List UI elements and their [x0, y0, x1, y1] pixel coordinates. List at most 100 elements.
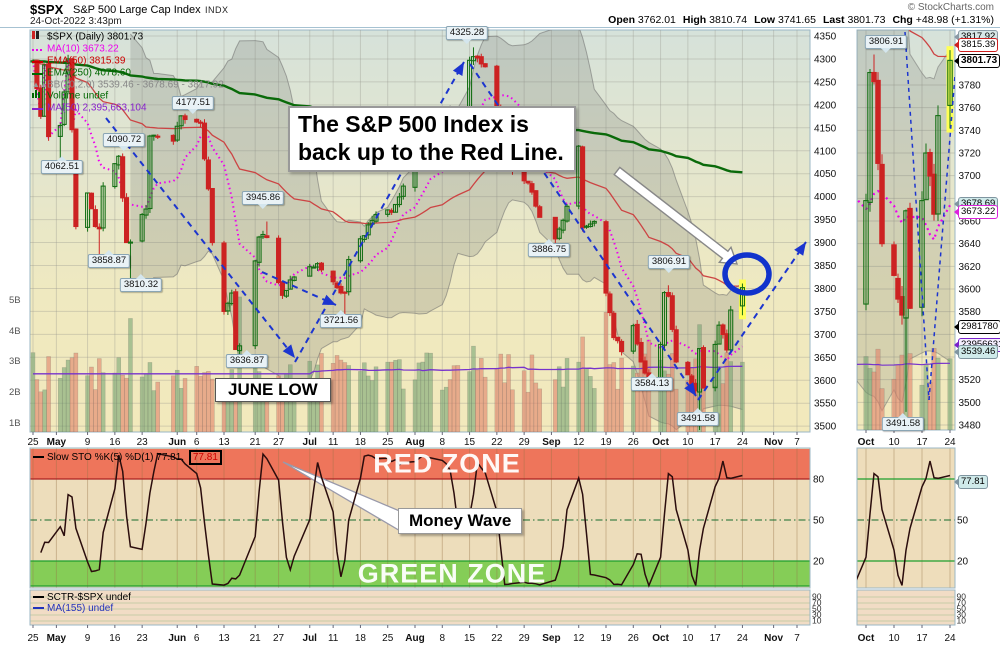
- axis-tick: 10: [888, 437, 900, 448]
- axis-tick: 17: [916, 633, 928, 644]
- axis-tick: 3720: [959, 149, 982, 160]
- copyright: © StockCharts.com: [907, 2, 994, 13]
- chart-datetime: 24-Oct-2022 3:43pm: [30, 16, 122, 27]
- axis-tick: Aug: [405, 437, 424, 448]
- axis-tick: 4300: [814, 54, 837, 65]
- axis-tick: 29: [519, 437, 531, 448]
- green-zone-label: GREEN ZONE: [357, 558, 547, 589]
- price-callout-3491.58: 3491.58: [881, 413, 925, 431]
- sctr-legend-label: MA(155) undef: [47, 603, 114, 614]
- axis-tick: 3740: [959, 126, 982, 137]
- axis-tick: 1B: [9, 418, 21, 429]
- axis-tick: 11: [328, 633, 339, 644]
- axis-tick: 18: [355, 633, 367, 644]
- axis-tick: 4000: [814, 192, 837, 203]
- legend-item: MA(50) 2,395,663,104: [32, 102, 224, 114]
- sto-value-box: 77.81: [188, 450, 222, 465]
- axis-tick: 24: [944, 633, 956, 644]
- axis-tick: 90: [812, 592, 822, 602]
- legend-item: Volume undef: [32, 90, 224, 102]
- quote-label-last: Last: [822, 14, 845, 26]
- edge-label-2981780: 2981780: [954, 320, 1000, 334]
- price-callout-3858.87: 3858.87: [87, 250, 131, 268]
- axis-tick: 70: [957, 598, 967, 608]
- label-pointer-icon: [950, 33, 959, 41]
- axis-tick: 6: [194, 437, 200, 448]
- axis-tick: Oct: [652, 437, 669, 448]
- axis-tick: 15: [464, 437, 476, 448]
- axis-tick: Jun: [168, 633, 186, 644]
- quote-label-chg: Chg: [892, 14, 913, 26]
- money-wave-label: Money Wave: [398, 508, 523, 534]
- axis-tick: Oct: [652, 633, 669, 644]
- axis-tick: 10: [682, 633, 694, 644]
- sto-legend-label: Slow STO %K(5) %D(1) 77.81,: [47, 452, 185, 463]
- axis-tick: 17: [916, 437, 928, 448]
- legend-item: EMA(50) 3815.39: [32, 55, 224, 67]
- candle-icon: [32, 31, 45, 43]
- legend-item-label: EMA(50) 3815.39: [47, 55, 126, 67]
- price-callout-3491.58: 3491.58: [676, 408, 720, 426]
- axis-tick: Jun: [168, 437, 186, 448]
- annotation-text-box: The S&P 500 Index is back up to the Red …: [288, 106, 576, 172]
- axis-tick: 5B: [9, 295, 21, 306]
- axis-tick: 3500: [814, 422, 837, 433]
- axis-tick: 16: [109, 633, 121, 644]
- legend-item-label: EMA(250) 4078.60: [47, 67, 131, 79]
- axis-tick: 23: [137, 633, 149, 644]
- quote-label-open: Open: [608, 14, 636, 26]
- price-callout-3886.75: 3886.75: [527, 239, 571, 257]
- axis-tick: 15: [464, 633, 476, 644]
- axis-tick: 27: [273, 437, 285, 448]
- legend-item-label: BB(20,2.0) 3539.46 - 3678.69 - 3817.92: [47, 78, 224, 90]
- axis-tick: 70: [812, 598, 822, 608]
- quote-value-chg: +48.98 (+1.31%): [912, 14, 994, 26]
- legend-item-label: $SPX (Daily) 3801.73: [47, 31, 144, 43]
- axis-tick: 21: [250, 437, 262, 448]
- quote-value-low: 3741.65: [775, 14, 816, 26]
- axis-tick: 50: [957, 604, 967, 614]
- axis-tick: 2B: [9, 387, 21, 398]
- price-callout-4090.72: 4090.72: [102, 133, 146, 151]
- price-callout-3721.56: 3721.56: [319, 310, 363, 328]
- axis-tick: 24: [944, 437, 956, 448]
- price-callout-3806.91: 3806.91: [647, 255, 691, 273]
- axis-tick: 16: [109, 437, 121, 448]
- axis-tick: Nov: [764, 633, 783, 644]
- axis-tick: 3750: [814, 307, 837, 318]
- axis-tick: 8: [440, 633, 446, 644]
- axis-tick: 10: [888, 633, 900, 644]
- edge-label-3673.22: 3673.22: [954, 205, 999, 219]
- price-callout-3945.86: 3945.86: [241, 191, 285, 209]
- axis-tick: 50: [957, 516, 969, 527]
- axis-tick: 10: [957, 616, 967, 626]
- axis-tick: 3800: [814, 284, 837, 295]
- annotation-line-2: back up to the Red Line.: [298, 139, 564, 165]
- legend-item: $SPX (Daily) 3801.73: [32, 31, 224, 43]
- quote-label-low: Low: [754, 14, 776, 26]
- axis-tick: 23: [137, 437, 149, 448]
- sctr-legend-item: MA(155) undef: [33, 603, 131, 614]
- axis-tick: 24: [737, 633, 749, 644]
- price-callout-3806.91: 3806.91: [864, 35, 908, 53]
- label-pointer-icon: [950, 41, 959, 49]
- axis-tick: 3B: [9, 356, 21, 367]
- dots-icon: [32, 43, 45, 55]
- axis-tick: 19: [600, 437, 612, 448]
- label-pointer-icon: [950, 348, 959, 356]
- dash-icon: [32, 67, 45, 79]
- axis-tick: Sep: [542, 633, 560, 644]
- axis-tick: 4B: [9, 326, 21, 337]
- highlight-circle: [722, 252, 772, 296]
- axis-tick: Oct: [858, 437, 875, 448]
- sto-line-icon: [33, 456, 44, 459]
- axis-tick: 25: [27, 633, 39, 644]
- vol-icon: [32, 90, 45, 102]
- axis-tick: 3780: [959, 81, 982, 92]
- axis-tick: 4200: [814, 100, 837, 111]
- axis-tick: 30: [812, 610, 822, 620]
- symbol-name: S&P 500 Large Cap Index: [73, 4, 201, 16]
- axis-tick: Nov: [764, 437, 783, 448]
- axis-tick: 9: [85, 633, 91, 644]
